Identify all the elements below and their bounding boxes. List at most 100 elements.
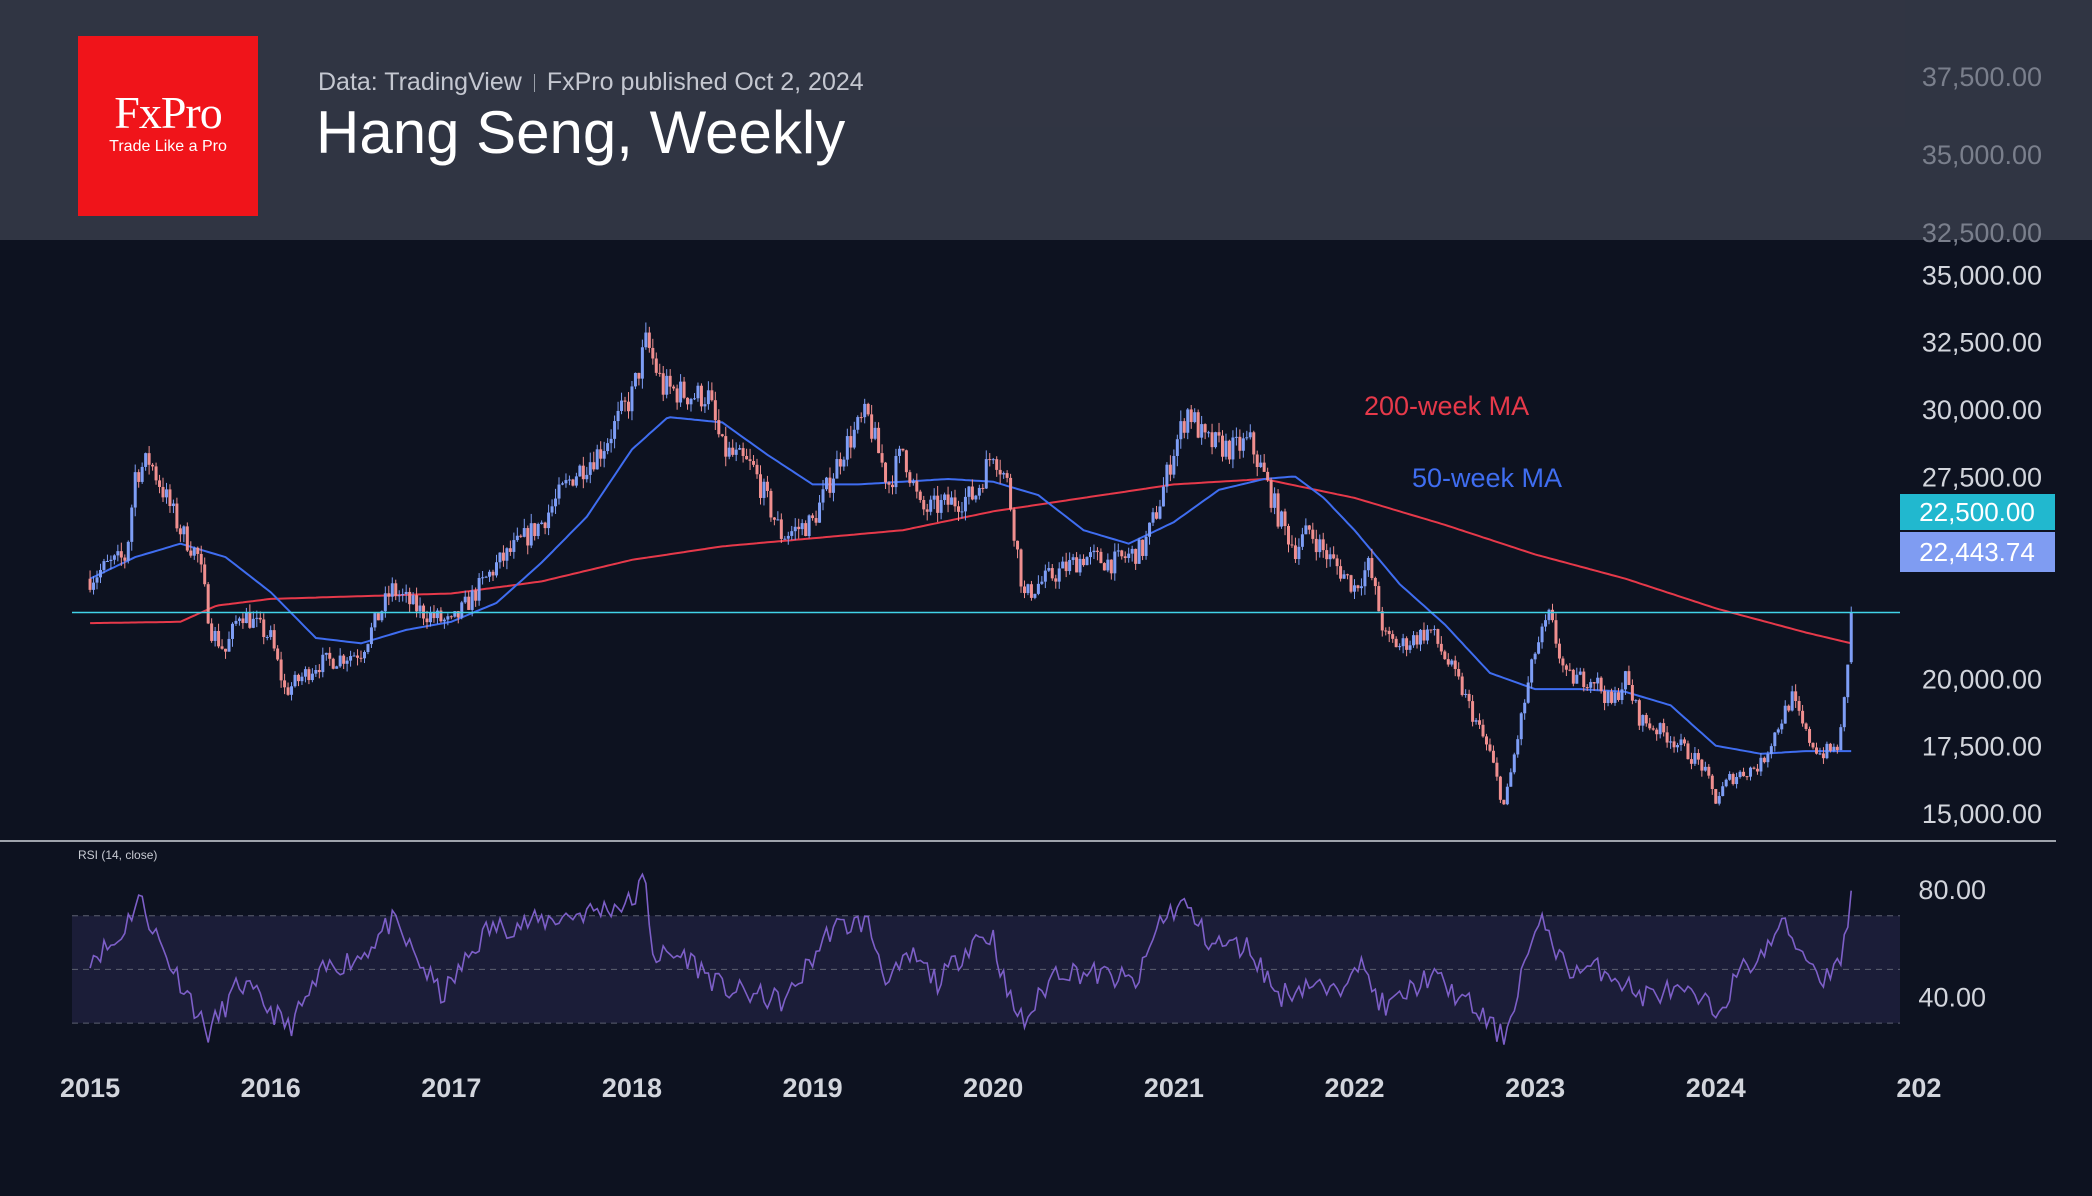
y-tick-label: 32,500.00	[1921, 218, 2042, 248]
candle	[449, 615, 453, 620]
candle	[953, 489, 957, 512]
candle	[1231, 430, 1235, 469]
candle	[251, 611, 255, 629]
candle-body	[1436, 629, 1440, 644]
candle-body	[1561, 658, 1565, 666]
candle	[1134, 548, 1138, 570]
candle-body	[1453, 660, 1457, 670]
candle	[602, 441, 606, 468]
candle	[1748, 766, 1752, 781]
candle	[741, 442, 745, 463]
candle-body	[1161, 486, 1165, 507]
x-tick-label: 2017	[421, 1073, 481, 1103]
candle-body	[1682, 739, 1686, 744]
candle	[1248, 424, 1252, 440]
x-tick-label: 2018	[602, 1073, 662, 1103]
candle-body	[432, 612, 436, 619]
candle	[838, 452, 842, 475]
candle-body	[1446, 659, 1450, 665]
ma50-line	[89, 416, 1852, 755]
candle	[675, 384, 679, 410]
candle	[1502, 799, 1506, 806]
candle-body	[873, 427, 877, 439]
y-tick-label: 37,500.00	[1921, 62, 2042, 92]
candle-body	[1620, 689, 1624, 700]
candle-body	[807, 515, 811, 537]
candle	[1804, 722, 1808, 731]
candle-body	[762, 481, 766, 498]
candle-body	[224, 648, 228, 652]
candle-body	[397, 595, 401, 597]
candle-body	[1040, 581, 1044, 584]
candle	[1665, 726, 1669, 748]
candle	[557, 477, 561, 505]
candle	[588, 452, 592, 484]
candle-body	[477, 577, 481, 601]
candle-body	[543, 522, 547, 529]
candle-body	[310, 673, 314, 681]
candle-body	[755, 464, 759, 475]
candle-body	[1262, 462, 1266, 472]
candle	[543, 521, 547, 535]
candle-body	[1818, 753, 1822, 755]
candle-body	[682, 381, 686, 398]
candle	[1811, 742, 1815, 750]
candle	[679, 374, 683, 407]
candle-body	[1568, 669, 1572, 671]
candle-body	[1387, 630, 1391, 635]
candle	[1029, 580, 1033, 601]
candle	[467, 591, 471, 611]
candle-body	[925, 509, 929, 512]
candle	[856, 415, 860, 434]
candle	[710, 382, 714, 402]
candle-body	[1036, 583, 1040, 594]
candle-body	[1523, 702, 1527, 714]
candle-body	[710, 390, 714, 401]
candle-body	[616, 410, 620, 422]
candle-body	[675, 388, 679, 403]
candle-body	[1321, 539, 1325, 551]
candle-body	[88, 578, 92, 590]
candle	[752, 455, 756, 468]
candle-body	[672, 386, 676, 389]
candle-body	[178, 528, 182, 535]
candle	[654, 352, 658, 376]
candle	[293, 671, 297, 688]
candle-body	[741, 448, 745, 456]
candle	[1370, 548, 1374, 581]
candle-body	[1731, 774, 1735, 785]
candle	[1620, 682, 1624, 705]
candle	[1217, 422, 1221, 443]
candle	[1547, 608, 1551, 625]
candle	[1467, 689, 1471, 709]
candle	[918, 489, 922, 503]
candle-body	[1130, 548, 1134, 554]
candle	[428, 606, 432, 627]
candle	[1109, 559, 1113, 580]
candle	[283, 673, 287, 695]
candle	[1610, 688, 1614, 705]
header-band	[0, 0, 2092, 240]
candle-body	[380, 611, 384, 621]
candle	[873, 421, 877, 441]
candle-body	[227, 638, 231, 652]
candle	[1436, 628, 1440, 648]
candle	[988, 453, 992, 467]
candle-body	[1616, 692, 1620, 700]
candle-body	[620, 400, 624, 411]
candle-body	[303, 669, 307, 677]
candle-body	[998, 469, 1002, 475]
candle	[1464, 689, 1468, 698]
candle-body	[512, 540, 516, 552]
candle-body	[887, 482, 891, 485]
candle	[595, 444, 599, 470]
candle-body	[932, 495, 936, 500]
candle	[1700, 758, 1704, 777]
candle-body	[488, 571, 492, 577]
candle-body	[1679, 739, 1683, 746]
candle-body	[401, 594, 405, 596]
candle	[633, 372, 637, 390]
candle	[432, 605, 436, 623]
x-tick-label: 2016	[241, 1073, 301, 1103]
candle	[762, 478, 766, 506]
